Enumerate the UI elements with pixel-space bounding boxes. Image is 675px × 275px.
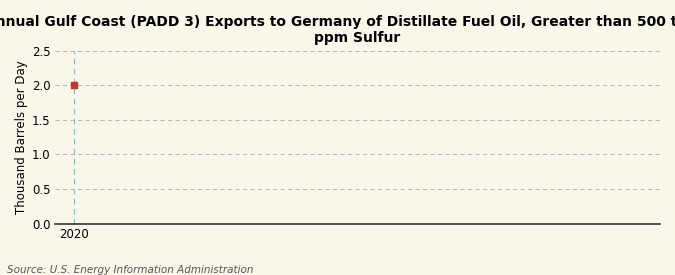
Text: Source: U.S. Energy Information Administration: Source: U.S. Energy Information Administ… — [7, 265, 253, 275]
Y-axis label: Thousand Barrels per Day: Thousand Barrels per Day — [15, 60, 28, 214]
Title: Annual Gulf Coast (PADD 3) Exports to Germany of Distillate Fuel Oil, Greater th: Annual Gulf Coast (PADD 3) Exports to Ge… — [0, 15, 675, 45]
